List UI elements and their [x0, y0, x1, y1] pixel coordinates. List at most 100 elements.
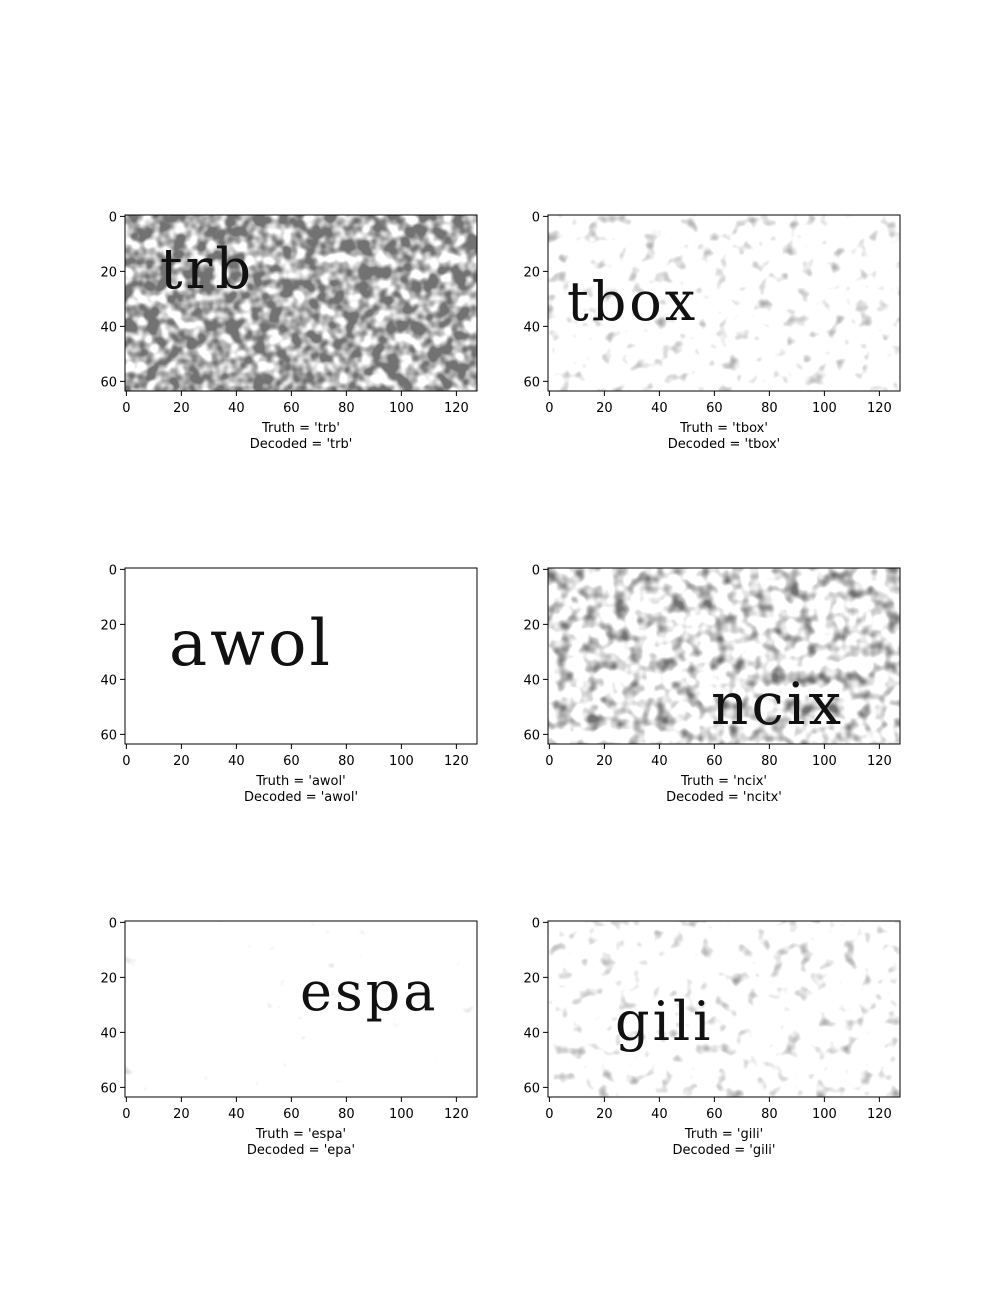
subplot-6: gili 0 20 40 60 80 100 120 0 20 40 60 Truth = 'gili'… [523, 916, 901, 1158]
image-word: ncix [711, 670, 844, 738]
decoded-caption: Decoded = 'trb' [250, 437, 353, 452]
image-word: trb [160, 237, 254, 302]
x-tick-label: 20 [173, 1107, 190, 1122]
y-tick-label: 20 [523, 265, 540, 280]
y-tick-label: 0 [532, 916, 540, 931]
x-tick-label: 80 [761, 1107, 778, 1122]
x-tick-label: 80 [338, 1107, 355, 1122]
y-tick-label: 0 [532, 563, 540, 578]
image-noise [548, 568, 900, 744]
x-tick-label: 40 [228, 1107, 245, 1122]
x-tick-label: 120 [444, 754, 469, 769]
image-word: espa [300, 960, 438, 1023]
truth-caption: Truth = 'awol' [255, 774, 345, 789]
x-tick-label: 120 [444, 401, 469, 416]
subplot-5: espa 0 20 40 60 80 100 120 0 20 40 60 Truth = 'espa'… [100, 916, 478, 1158]
y-tick-label: 60 [523, 728, 540, 743]
y-tick-label: 0 [532, 210, 540, 225]
x-tick-label: 0 [545, 401, 553, 416]
axes-frame [124, 567, 478, 745]
x-tick-label: 0 [122, 401, 130, 416]
x-tick-label: 20 [173, 754, 190, 769]
y-tick-label: 40 [523, 673, 540, 688]
y-tick-label: 60 [100, 728, 117, 743]
truth-caption: Truth = 'espa' [255, 1127, 346, 1142]
x-tick-label: 20 [596, 754, 613, 769]
x-tick-label: 80 [338, 754, 355, 769]
y-tick-label: 0 [109, 563, 117, 578]
x-tick-label: 40 [651, 401, 668, 416]
decoded-caption: Decoded = 'awol' [244, 790, 358, 805]
x-tick-label: 40 [228, 401, 245, 416]
x-tick-label: 0 [122, 754, 130, 769]
decoded-caption: Decoded = 'gili' [672, 1143, 775, 1158]
y-tick-label: 60 [523, 1081, 540, 1096]
image-noise [548, 921, 900, 1097]
truth-caption: Truth = 'tbox' [679, 421, 768, 436]
image-word: awol [169, 607, 333, 681]
x-tick-label: 0 [545, 754, 553, 769]
x-tick-label: 40 [228, 754, 245, 769]
image-noise [548, 215, 900, 391]
decoded-caption: Decoded = 'ncitx' [666, 790, 782, 805]
x-tick-label: 60 [283, 754, 300, 769]
y-tick-label: 0 [109, 916, 117, 931]
truth-caption: Truth = 'gili' [684, 1127, 763, 1142]
subplot-1: trb 0 20 40 60 80 100 120 0 20 40 60 Truth = 'trb'De… [100, 210, 478, 452]
y-tick-label: 20 [523, 618, 540, 633]
y-tick-label: 20 [100, 618, 117, 633]
x-tick-label: 100 [389, 754, 414, 769]
axes-frame [124, 214, 478, 392]
x-tick-label: 20 [596, 1107, 613, 1122]
subplot-2: tbox 0 20 40 60 80 100 120 0 20 40 60 Truth = 'tbox'… [523, 210, 901, 452]
axes-frame [547, 214, 901, 392]
y-tick-label: 60 [523, 375, 540, 390]
x-tick-label: 100 [812, 401, 837, 416]
truth-caption: Truth = 'trb' [261, 421, 340, 436]
image-word: gili [615, 990, 713, 1053]
x-tick-label: 60 [283, 1107, 300, 1122]
x-tick-label: 80 [761, 401, 778, 416]
y-tick-label: 20 [100, 971, 117, 986]
image-background [125, 568, 477, 744]
axes-frame [124, 920, 478, 1098]
x-tick-label: 80 [338, 401, 355, 416]
truth-caption: Truth = 'ncix' [680, 774, 767, 789]
y-tick-label: 40 [100, 1026, 117, 1041]
x-tick-label: 100 [389, 401, 414, 416]
x-tick-label: 100 [389, 1107, 414, 1122]
x-tick-label: 40 [651, 1107, 668, 1122]
x-tick-label: 120 [444, 1107, 469, 1122]
y-tick-label: 40 [523, 1026, 540, 1041]
subplot-3: awol 0 20 40 60 80 100 120 0 20 40 60 Truth = 'awol'… [100, 563, 478, 805]
axes-frame [547, 567, 901, 745]
x-tick-label: 0 [122, 1107, 130, 1122]
y-tick-label: 0 [109, 210, 117, 225]
image-noise [125, 921, 477, 1097]
x-tick-label: 60 [706, 401, 723, 416]
y-tick-label: 60 [100, 1081, 117, 1096]
x-tick-label: 60 [706, 1107, 723, 1122]
x-tick-label: 60 [283, 401, 300, 416]
y-tick-label: 60 [100, 375, 117, 390]
decoded-caption: Decoded = 'epa' [247, 1143, 355, 1158]
x-tick-label: 100 [812, 1107, 837, 1122]
image-noise [125, 215, 477, 391]
x-tick-label: 60 [706, 754, 723, 769]
y-tick-label: 40 [100, 320, 117, 335]
x-tick-label: 120 [867, 754, 892, 769]
x-tick-label: 40 [651, 754, 668, 769]
x-tick-label: 120 [867, 1107, 892, 1122]
y-tick-label: 40 [523, 320, 540, 335]
axes-frame [547, 920, 901, 1098]
x-tick-label: 20 [173, 401, 190, 416]
decoded-caption: Decoded = 'tbox' [668, 437, 781, 452]
subplot-4: ncix 0 20 40 60 80 100 120 0 20 40 60 Truth = 'ncix'… [523, 563, 901, 805]
x-tick-label: 100 [812, 754, 837, 769]
y-tick-label: 20 [100, 265, 117, 280]
y-tick-label: 40 [100, 673, 117, 688]
image-word: tbox [567, 270, 698, 333]
x-tick-label: 20 [596, 401, 613, 416]
x-tick-label: 80 [761, 754, 778, 769]
